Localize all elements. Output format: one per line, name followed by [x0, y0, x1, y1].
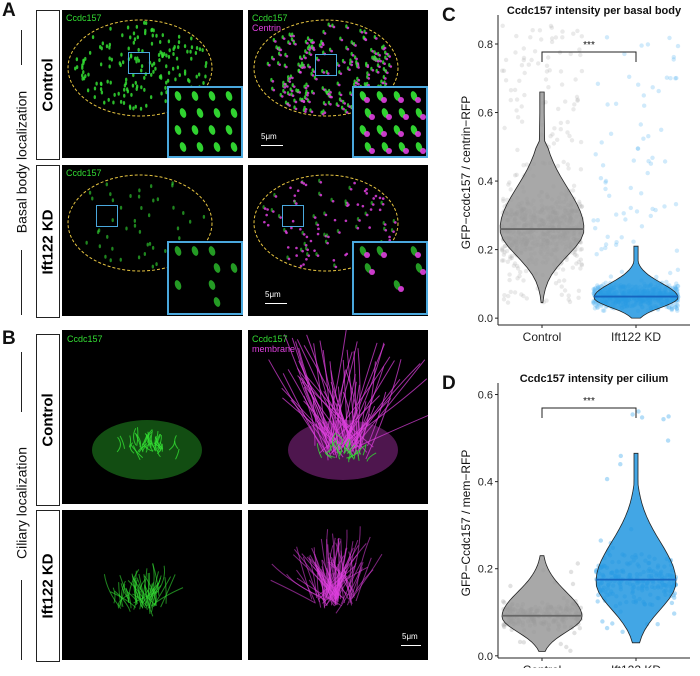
chart-title: Ccdc157 intensity per basal body	[507, 5, 682, 17]
micrograph-cilia-control-ccdc157: Ccdc157	[62, 330, 242, 504]
basal-side-label: Basal body localization	[13, 90, 30, 234]
y-axis-label: GFP−ccdc157 / centrin−RFP	[459, 96, 473, 249]
fluorescence-dots	[67, 174, 213, 272]
violin-0	[499, 91, 585, 304]
roi-box	[128, 52, 150, 74]
cilia-strands	[92, 420, 202, 480]
chart-basal-body: Ccdc157 intensity per basal body GFP−ccdc…	[459, 5, 690, 344]
x-tick-label: Control	[523, 330, 562, 344]
micrograph-kd-merge: 5μm	[248, 165, 428, 316]
row-label-text: Control	[39, 58, 57, 112]
zoom-inset	[167, 86, 243, 158]
channel-label-ccdc157: Ccdc157	[67, 334, 103, 344]
micrograph-kd-ccdc157: Ccdc157	[62, 165, 243, 316]
ciliary-side-line-bottom	[21, 580, 22, 660]
channel-label-ccdc157: Ccdc157	[66, 13, 102, 23]
panel-label-a: A	[2, 0, 16, 21]
micrograph-control-merge: Ccdc157 Centrin 5μm	[248, 10, 428, 158]
significance-bracket	[541, 407, 637, 418]
cilia-strands	[316, 432, 377, 463]
cilia-strands	[103, 563, 184, 617]
inset-dots	[174, 91, 238, 152]
panel-label-d: D	[442, 373, 456, 394]
y-tick-label: 0.2	[478, 245, 493, 257]
roi-box	[282, 205, 304, 227]
y-tick-label: 0.4	[478, 477, 493, 489]
zoom-inset	[352, 241, 428, 315]
zoom-inset	[352, 86, 428, 158]
micrograph-cilia-control-merge: Ccdc157 membrane	[248, 330, 428, 504]
roi-box	[315, 54, 337, 76]
y-tick-label: 0.8	[478, 39, 493, 51]
inset-dots	[359, 91, 426, 154]
significance-label: ***	[583, 396, 595, 407]
x-tick-label: Ift122 KD	[611, 663, 661, 668]
significance-label: ***	[583, 40, 595, 51]
cell-outline	[67, 174, 213, 272]
chart-cilium: Ccdc157 intensity per cilium GFP−Ccdc157 …	[459, 373, 690, 668]
roi-box	[96, 205, 118, 227]
channel-label-ccdc157: Ccdc157	[252, 13, 288, 23]
zoom-inset	[167, 241, 243, 315]
channel-label-membrane: membrane	[252, 344, 296, 354]
violin-0	[501, 555, 583, 652]
micrograph-control-ccdc157: Ccdc157	[62, 10, 243, 158]
ciliary-side-line-top	[21, 352, 22, 412]
row-label-text: Ift122 KD	[39, 208, 57, 275]
significance-bracket	[541, 51, 637, 62]
row-label-a-control: Control	[36, 10, 60, 160]
y-tick-label: 0.2	[478, 564, 493, 576]
y-tick-label: 0.6	[478, 108, 493, 120]
basal-side-line-top	[21, 30, 22, 65]
y-tick-label: 0.4	[478, 176, 493, 188]
row-label-text: Ift122 KD	[39, 553, 57, 619]
micrograph-cilia-kd-ccdc157	[62, 510, 242, 660]
channel-label-ccdc157: Ccdc157	[66, 168, 102, 178]
channel-label-ccdc157: Ccdc157	[252, 334, 288, 344]
cell-outline	[253, 19, 399, 117]
basal-side-line-bottom	[21, 250, 22, 315]
y-tick-label: 0.0	[478, 651, 493, 663]
y-tick-label: 0.6	[478, 390, 493, 402]
cilia-strands	[270, 526, 383, 614]
cell-body	[288, 420, 398, 480]
row-label-b-control: Control	[36, 334, 60, 506]
scale-bar	[401, 645, 421, 646]
scale-bar-label: 5μm	[402, 632, 418, 641]
y-axis-label: GFP−Ccdc157 / mem−RFP	[459, 450, 473, 597]
row-label-b-kd: Ift122 KD	[36, 510, 60, 662]
row-label-text: Control	[39, 393, 57, 447]
scale-bar	[261, 145, 283, 146]
inset-dots	[174, 246, 238, 307]
y-tick-label: 0.0	[478, 313, 493, 325]
scale-bar	[265, 303, 287, 304]
panel-label-c: C	[442, 5, 456, 26]
scale-bar-label: 5μm	[261, 132, 277, 141]
cell-outline	[253, 174, 399, 272]
ciliary-side-label: Ciliary localization	[13, 446, 30, 560]
x-tick-label: Control	[523, 663, 562, 668]
inset-dots	[359, 246, 426, 292]
violin-1	[595, 452, 677, 644]
chart-title: Ccdc157 intensity per cilium	[520, 373, 669, 385]
x-tick-label: Ift122 KD	[611, 330, 661, 344]
panel-label-b: B	[2, 328, 16, 349]
cilia-strands	[268, 330, 428, 480]
scale-bar-label: 5μm	[265, 290, 281, 299]
channel-label-centrin: Centrin	[252, 23, 282, 33]
row-label-a-kd: Ift122 KD	[36, 165, 60, 318]
cell-outline	[67, 19, 213, 117]
micrograph-cilia-kd-merge: 5μm	[248, 510, 428, 660]
